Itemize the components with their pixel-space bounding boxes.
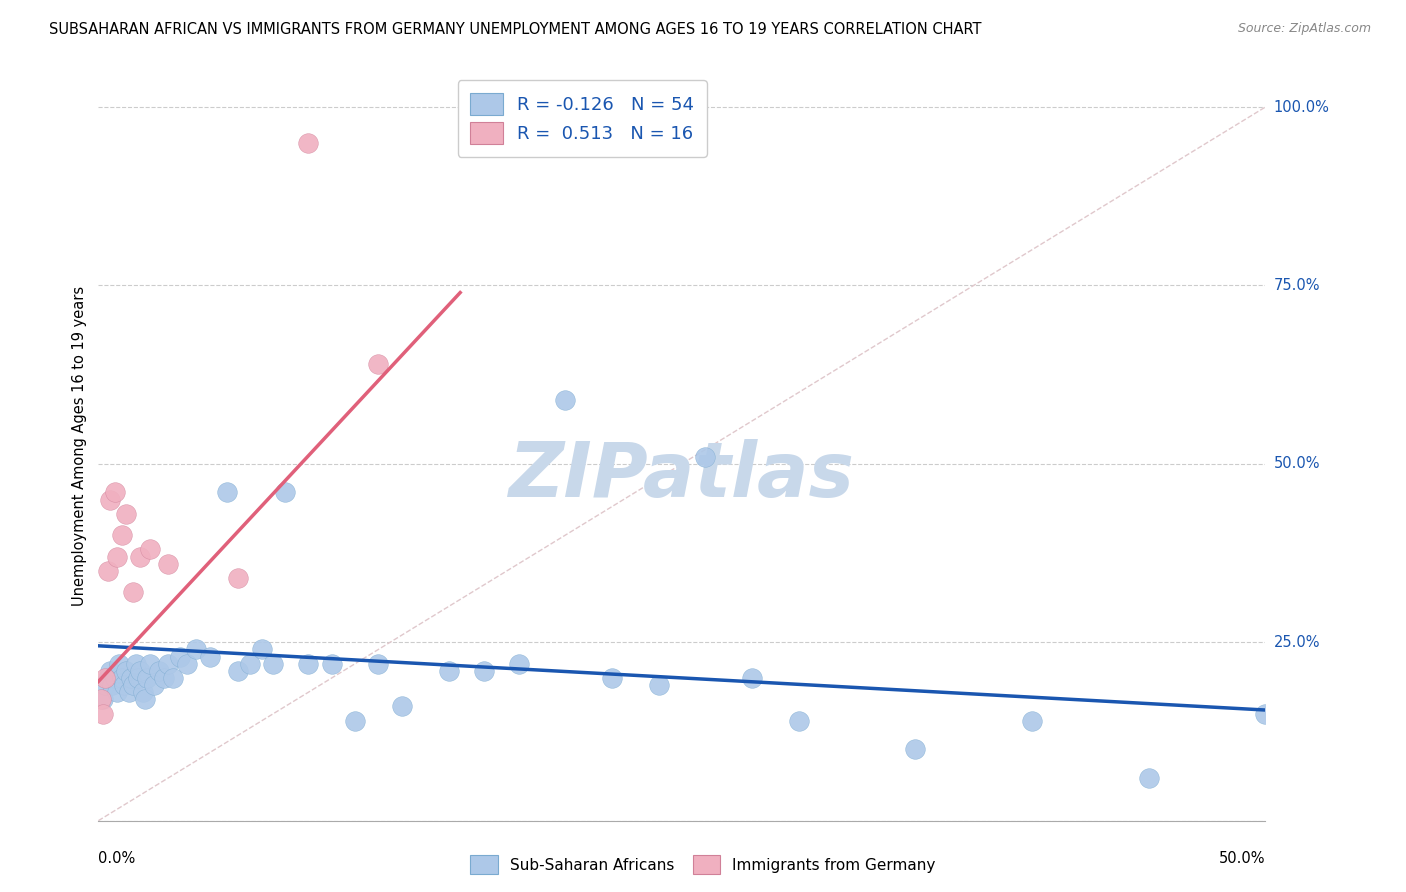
Point xyxy=(787,714,810,728)
Point xyxy=(367,357,389,371)
Point xyxy=(90,692,112,706)
Point xyxy=(104,485,127,500)
Point xyxy=(695,450,717,464)
Text: 0.0%: 0.0% xyxy=(98,851,135,866)
Point xyxy=(262,657,284,671)
Point xyxy=(91,706,114,721)
Point xyxy=(250,642,273,657)
Point xyxy=(115,507,138,521)
Point xyxy=(122,678,145,692)
Point xyxy=(391,699,413,714)
Point xyxy=(162,671,184,685)
Point xyxy=(239,657,262,671)
Text: Source: ZipAtlas.com: Source: ZipAtlas.com xyxy=(1237,22,1371,36)
Point xyxy=(169,649,191,664)
Point xyxy=(132,685,155,699)
Point xyxy=(1137,771,1160,785)
Point xyxy=(367,657,389,671)
Point xyxy=(344,714,367,728)
Point xyxy=(98,492,121,507)
Point xyxy=(554,392,576,407)
Text: SUBSAHARAN AFRICAN VS IMMIGRANTS FROM GERMANY UNEMPLOYMENT AMONG AGES 16 TO 19 Y: SUBSAHARAN AFRICAN VS IMMIGRANTS FROM GE… xyxy=(49,22,981,37)
Point xyxy=(600,671,623,685)
Point xyxy=(129,664,152,678)
Point xyxy=(741,671,763,685)
Point xyxy=(105,549,128,564)
Point xyxy=(321,657,343,671)
Point xyxy=(157,557,180,571)
Point xyxy=(904,742,927,756)
Point xyxy=(148,664,170,678)
Legend: R = -0.126   N = 54, R =  0.513   N = 16: R = -0.126 N = 54, R = 0.513 N = 16 xyxy=(457,80,707,157)
Point xyxy=(98,664,121,678)
Point xyxy=(108,657,131,671)
Point xyxy=(115,664,138,678)
Point xyxy=(111,528,134,542)
Legend: Sub-Saharan Africans, Immigrants from Germany: Sub-Saharan Africans, Immigrants from Ge… xyxy=(464,849,942,880)
Point xyxy=(101,678,124,692)
Point xyxy=(152,671,174,685)
Point xyxy=(129,549,152,564)
Point xyxy=(143,678,166,692)
Point xyxy=(297,657,319,671)
Point xyxy=(104,671,127,685)
Text: 50.0%: 50.0% xyxy=(1219,851,1265,866)
Point xyxy=(176,657,198,671)
Point xyxy=(139,657,162,671)
Text: 25.0%: 25.0% xyxy=(1274,635,1320,649)
Point xyxy=(118,685,141,699)
Point xyxy=(200,649,222,664)
Text: 100.0%: 100.0% xyxy=(1274,100,1330,114)
Point xyxy=(186,642,208,657)
Point xyxy=(1254,706,1277,721)
Point xyxy=(97,671,120,685)
Y-axis label: Unemployment Among Ages 16 to 19 years: Unemployment Among Ages 16 to 19 years xyxy=(72,286,87,606)
Point xyxy=(437,664,460,678)
Point xyxy=(91,692,114,706)
Point xyxy=(112,678,135,692)
Point xyxy=(97,564,120,578)
Point xyxy=(228,571,250,585)
Point xyxy=(105,685,128,699)
Point xyxy=(94,671,117,685)
Point xyxy=(274,485,297,500)
Point xyxy=(139,542,162,557)
Point xyxy=(647,678,669,692)
Point xyxy=(472,664,495,678)
Point xyxy=(122,585,145,599)
Point xyxy=(127,671,149,685)
Point xyxy=(157,657,180,671)
Point xyxy=(228,664,250,678)
Text: 50.0%: 50.0% xyxy=(1274,457,1320,471)
Point xyxy=(508,657,530,671)
Point xyxy=(134,692,156,706)
Point xyxy=(125,657,148,671)
Text: ZIPatlas: ZIPatlas xyxy=(509,439,855,513)
Point xyxy=(1021,714,1043,728)
Point xyxy=(111,671,134,685)
Point xyxy=(215,485,238,500)
Point xyxy=(120,671,142,685)
Text: 75.0%: 75.0% xyxy=(1274,278,1320,293)
Point xyxy=(94,678,117,692)
Point xyxy=(297,136,319,150)
Point xyxy=(136,671,159,685)
